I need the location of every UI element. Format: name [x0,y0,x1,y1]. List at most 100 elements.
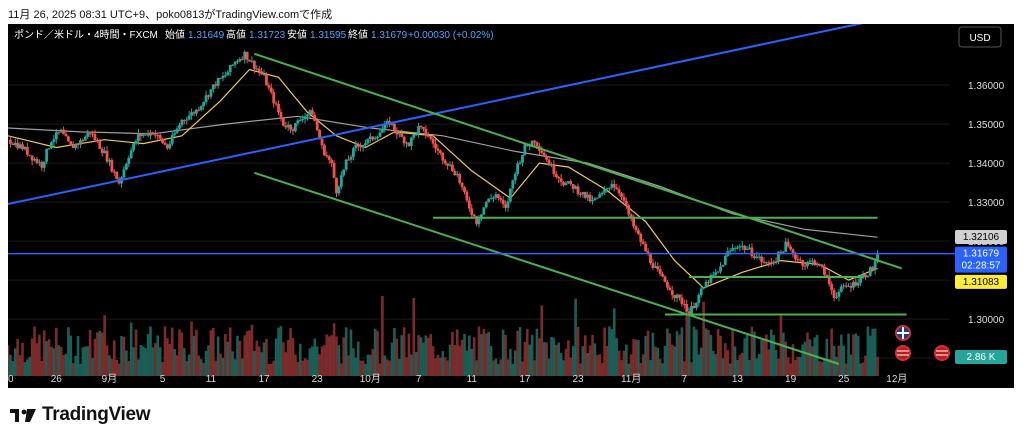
volume-bar [117,363,121,376]
volume-bar [745,333,749,376]
candle-body [16,142,20,149]
currency-button[interactable]: USD [958,26,1002,48]
volume-bar [62,355,65,376]
tradingview-brand: TradingView [42,404,151,425]
candle-body [634,226,638,231]
volume-bar [144,348,147,376]
candle-body [108,160,111,162]
volume-bar [451,332,454,376]
candle-body [627,205,631,215]
candle-body [511,180,515,189]
candle-body [851,281,855,288]
candle-body [163,142,167,145]
candle-body [204,95,208,103]
volume-bar [518,327,522,376]
candle-body [786,241,790,247]
volume-bar [789,363,792,376]
candle-body [332,163,336,178]
candle-body [397,133,401,135]
volume-bar [840,334,843,376]
volume-bar [219,353,222,376]
volume-bar [571,346,575,376]
x-tick-label: 17 [258,374,270,385]
volume-bar [460,339,464,376]
y-tick-label: 1.33000 [968,198,1005,209]
candle-body [603,189,606,193]
candle-body [223,75,227,77]
volume-bar [475,360,478,376]
volume-bar [163,326,167,376]
volume-bar [586,352,589,376]
volume-bar [777,358,780,376]
candle-body [820,264,824,267]
candle-body [134,141,138,144]
candle-body [530,140,534,146]
volume-bar [774,350,778,376]
volume-bar [81,347,85,376]
volume-bar [108,355,111,376]
volume-bar [35,343,39,376]
volume-bar [337,345,341,376]
candle-body [818,264,821,266]
us-flag-icon-2[interactable] [934,345,950,361]
candle-body [214,84,218,86]
volume-bar [446,360,449,376]
volume-bar [680,327,684,376]
volume-bar [74,355,77,376]
volume-bar [291,338,295,376]
volume-bar [132,347,135,376]
volume-bar [170,327,174,376]
candle-body [272,92,276,104]
price-chart[interactable]: 1.360001.350001.340001.330001.320001.310… [8,24,1014,388]
candle-body [791,249,795,255]
candle-body [588,194,592,202]
volume-bar [591,334,594,376]
volume-bar [796,356,800,376]
volume-bar [690,362,693,376]
candle-body [434,143,437,149]
candle-body [595,197,599,199]
volume-bar [547,358,551,376]
volume-bar [21,342,24,376]
volume-bar [228,327,232,376]
volume-bar [731,329,734,376]
candle-body [250,60,254,62]
green-channel-lower [254,171,840,365]
candle-body [110,160,114,172]
candle-body [779,251,783,253]
candle-body [202,102,206,106]
candle-body [306,114,309,117]
candle-body [494,194,498,198]
candle-body [832,290,836,298]
candle-body [66,136,70,142]
volume-bar [468,335,471,376]
candle-body [835,296,838,298]
candle-body [649,254,652,264]
candle-body [624,200,628,206]
candle-body [21,144,24,150]
volume-bar [158,347,162,376]
volume-bar [794,359,797,376]
volume-bar [615,338,618,376]
candle-body [641,241,645,244]
volume-bar [301,360,304,376]
candle-body [542,152,546,157]
us-flag-icon[interactable] [895,345,911,361]
candle-body [228,65,232,73]
tradingview-logo[interactable]: TradingView [10,404,151,426]
candle-body [178,125,181,129]
candle-body [827,275,831,285]
uk-flag-icon[interactable] [895,325,911,341]
volume-bar [166,338,169,376]
candle-body [156,135,160,137]
chart-frame[interactable]: 1.360001.350001.340001.330001.320001.310… [8,24,1014,388]
volume-bar [419,337,423,376]
volume-bar [40,360,44,376]
volume-bar [308,348,312,376]
candle-body [661,273,664,277]
volume-bar [844,363,848,376]
candle-body [576,186,580,194]
currency-button-label[interactable]: USD [969,33,990,44]
candle-body [876,253,879,262]
volume-bar [803,341,807,376]
